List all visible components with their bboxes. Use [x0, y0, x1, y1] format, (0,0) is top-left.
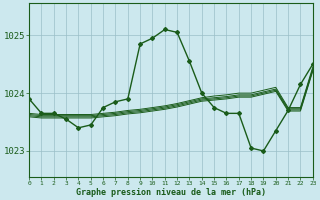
X-axis label: Graphe pression niveau de la mer (hPa): Graphe pression niveau de la mer (hPa) — [76, 188, 266, 197]
